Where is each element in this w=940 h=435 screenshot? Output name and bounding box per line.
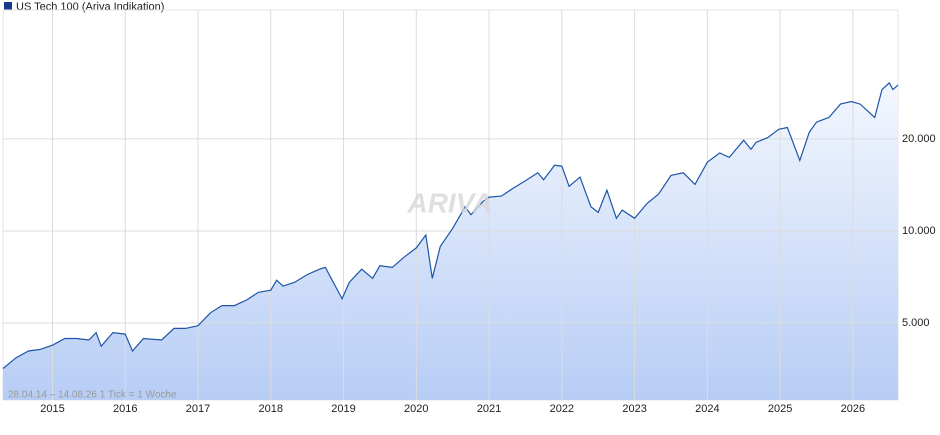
x-tick-label: 2018 — [259, 403, 283, 415]
y-tick-label: 5.000 — [902, 317, 930, 329]
x-tick-label: 2020 — [404, 403, 428, 415]
watermark: ARIVA — [406, 187, 492, 218]
x-tick-label: 2023 — [622, 403, 646, 415]
line — [2, 81, 899, 369]
x-tick-label: 2016 — [113, 403, 137, 415]
annotation: 28.04.14 – 14.08.26 1 Tick = 1 Woche — [8, 390, 177, 401]
area — [3, 82, 898, 401]
x-tick-label: 2022 — [550, 403, 574, 415]
x-tick-label: 2024 — [695, 403, 719, 415]
y-tick-label: 10.000 — [902, 225, 936, 237]
chart-title: US Tech 100 (Ariva Indikation) — [16, 1, 164, 13]
x-tick-label: 2021 — [477, 403, 501, 415]
legend-swatch — [4, 2, 12, 10]
x-tick-label: 2019 — [331, 403, 355, 415]
x-tick-label: 2017 — [186, 403, 210, 415]
x-tick-label: 2026 — [841, 403, 865, 415]
x-tick-label: 2025 — [768, 403, 792, 415]
plot-area — [2, 9, 899, 401]
y-tick-label: 20.000 — [902, 133, 936, 145]
x-tick-label: 2015 — [40, 403, 64, 415]
